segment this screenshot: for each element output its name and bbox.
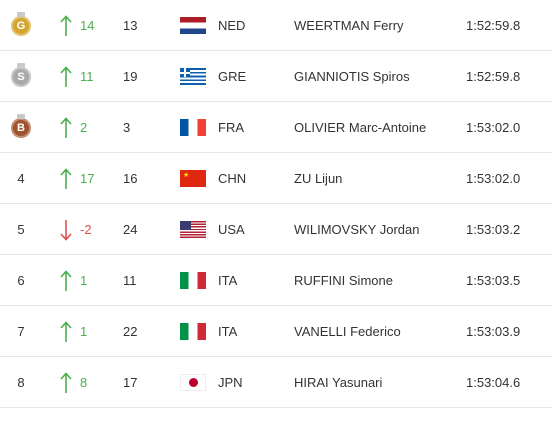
country-code: GRE — [218, 69, 247, 84]
country-code: USA — [218, 222, 245, 237]
rank-cell: 4 — [17, 171, 25, 186]
table-row: 5 -2 24 USA WILIMOVSKY Jordan 1:53:03.2 — [0, 204, 552, 255]
previous-rank: 3 — [123, 120, 131, 135]
table-row: 7 1 22 ITA VANELLI Federico 1:53:03.9 — [0, 306, 552, 357]
athlete-name: WEERTMAN Ferry — [294, 18, 404, 33]
country-code: ITA — [218, 273, 238, 288]
previous-rank: 11 — [123, 273, 137, 288]
flag-greece-icon — [180, 51, 208, 102]
athlete-name: RUFFINI Simone — [294, 273, 393, 288]
bronze-medal-icon: B — [11, 113, 31, 138]
athlete-name: OLIVIER Marc-Antoine — [294, 120, 427, 135]
flag-china-icon: ★ — [180, 153, 208, 204]
previous-rank: 22 — [123, 324, 138, 339]
table-row: 6 1 11 ITA RUFFINI Simone 1:53:03.5 — [0, 255, 552, 306]
result-time: 1:53:03.9 — [466, 324, 521, 339]
arrow-up-icon — [60, 116, 72, 138]
table-row: B 2 3 FRA OLIVIER Marc-Antoine 1:53:02.0 — [0, 102, 552, 153]
position-delta: 2 — [80, 120, 88, 135]
position-delta: 1 — [80, 324, 88, 339]
country-code: CHN — [218, 171, 247, 186]
result-time: 1:53:02.0 — [466, 171, 521, 186]
previous-rank: 17 — [123, 375, 138, 390]
position-delta: 8 — [80, 375, 88, 390]
position-change: 1 — [60, 306, 110, 357]
arrow-down-icon — [60, 219, 72, 241]
result-time: 1:53:02.0 — [466, 120, 521, 135]
athlete-name: HIRAI Yasunari — [294, 375, 383, 390]
position-change: -2 — [60, 204, 110, 255]
arrow-up-icon — [60, 371, 72, 393]
athlete-name: ZU Lijun — [294, 171, 343, 186]
rank-cell: 5 — [17, 222, 25, 237]
table-row: S 11 19 GRE GIANNIOTIS Spiros 1:52:59.8 — [0, 51, 552, 102]
rank-cell: 8 — [17, 375, 25, 390]
position-delta: 14 — [80, 18, 95, 33]
position-delta: 17 — [80, 171, 95, 186]
flag-netherlands-icon — [180, 0, 208, 51]
rank-cell: B — [8, 102, 34, 153]
position-delta: -2 — [80, 222, 92, 237]
athlete-name: VANELLI Federico — [294, 324, 401, 339]
flag-france-icon — [180, 102, 208, 153]
previous-rank: 16 — [123, 171, 138, 186]
rank-cell: G — [8, 0, 34, 51]
previous-rank: 24 — [123, 222, 138, 237]
rank-cell: S — [8, 51, 34, 102]
athlete-name: WILIMOVSKY Jordan — [294, 222, 420, 237]
result-time: 1:53:03.2 — [466, 222, 521, 237]
rank-cell: 6 — [17, 273, 25, 288]
position-delta: 1 — [80, 273, 88, 288]
flag-japan-icon — [180, 357, 208, 408]
position-change: 1 — [60, 255, 110, 306]
arrow-up-icon — [60, 269, 72, 291]
result-time: 1:52:59.8 — [466, 69, 521, 84]
position-change: 8 — [60, 357, 110, 408]
flag-usa-icon — [180, 204, 208, 255]
flag-italy-icon — [180, 306, 208, 357]
country-code: NED — [218, 18, 246, 33]
position-change: 14 — [60, 0, 110, 51]
position-change: 2 — [60, 102, 110, 153]
table-row: G 14 13 NED WEERTMAN Ferry 1:52:59.8 — [0, 0, 552, 51]
country-code: JPN — [218, 375, 243, 390]
rank-cell: 7 — [17, 324, 25, 339]
silver-medal-icon: S — [11, 62, 31, 87]
flag-italy-icon — [180, 255, 208, 306]
position-delta: 11 — [80, 69, 94, 84]
result-time: 1:52:59.8 — [466, 18, 521, 33]
table-row: 4 17 16 ★ CHN ZU Lijun 1:53:02.0 — [0, 153, 552, 204]
previous-rank: 13 — [123, 18, 138, 33]
country-code: ITA — [218, 324, 238, 339]
position-change: 11 — [60, 51, 110, 102]
table-row: 8 8 17 JPN HIRAI Yasunari 1:53:04.6 — [0, 357, 552, 408]
arrow-up-icon — [60, 320, 72, 342]
country-code: FRA — [218, 120, 244, 135]
result-time: 1:53:04.6 — [466, 375, 521, 390]
position-change: 17 — [60, 153, 110, 204]
previous-rank: 19 — [123, 69, 138, 84]
arrow-up-icon — [60, 167, 72, 189]
arrow-up-icon — [60, 14, 72, 36]
result-time: 1:53:03.5 — [466, 273, 521, 288]
gold-medal-icon: G — [11, 11, 31, 36]
athlete-name: GIANNIOTIS Spiros — [294, 69, 410, 84]
arrow-up-icon — [60, 65, 72, 87]
